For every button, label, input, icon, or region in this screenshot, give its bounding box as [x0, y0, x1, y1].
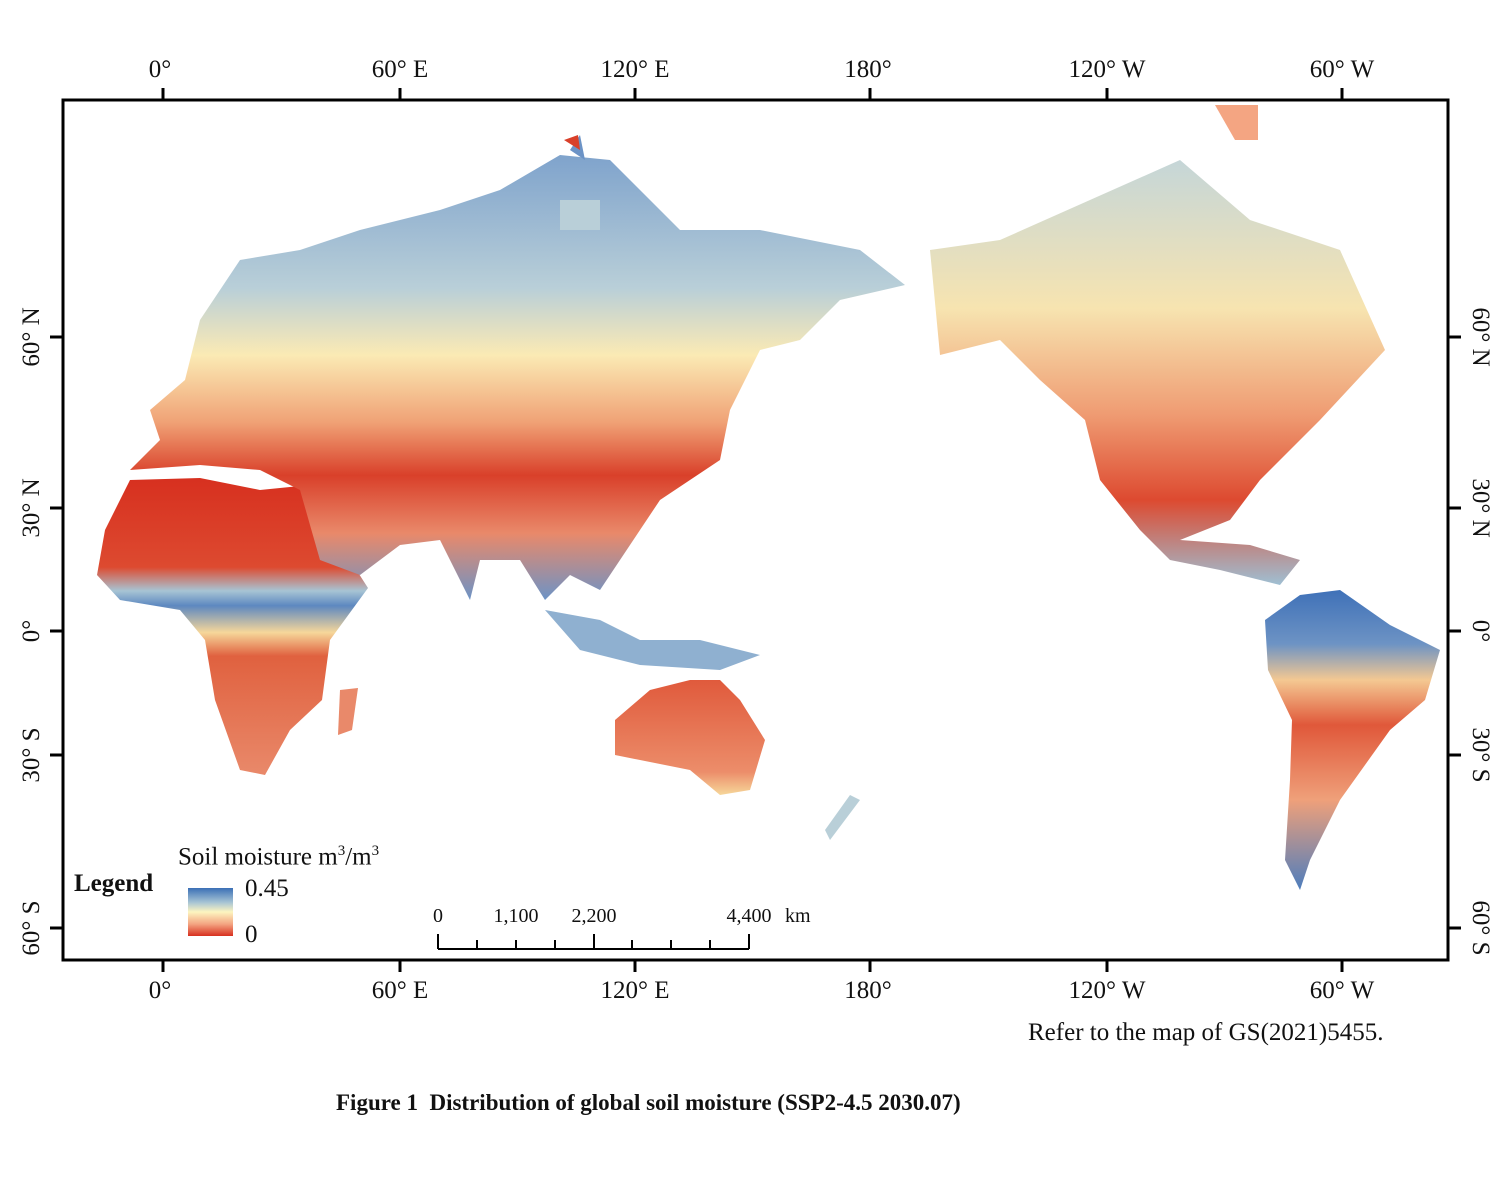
lon-label-top: 180°	[844, 56, 892, 83]
land-africa	[97, 478, 368, 775]
lon-label-bottom: 120° W	[1068, 977, 1146, 1004]
legend-max-label: 0.45	[245, 875, 289, 902]
scale-label: 1,100	[493, 905, 539, 927]
lat-label-left: 30° N	[18, 478, 45, 538]
lon-label-bottom: 180°	[844, 977, 892, 1004]
lat-label-left: 60° N	[18, 307, 45, 367]
legend-unit-sup: 3	[371, 843, 380, 859]
land-north-america	[930, 105, 1385, 585]
map-frame	[61, 98, 1450, 962]
lat-label-right: 60° S	[1467, 900, 1494, 956]
lat-label-right: 60° N	[1467, 307, 1494, 367]
legend-unit: /m	[345, 843, 372, 871]
lon-label-top: 120° E	[600, 56, 670, 83]
lat-label-left: 60° S	[18, 900, 45, 956]
scale-label: 2,200	[571, 905, 617, 927]
figure-caption: Figure 1 Distribution of global soil moi…	[336, 1090, 961, 1115]
legend-variable-text: Soil moisture m	[178, 843, 338, 871]
legend-unit-sup: 3	[337, 843, 346, 859]
lon-label-top: 60° W	[1309, 56, 1375, 83]
lon-label-top: 120° W	[1068, 56, 1146, 83]
land-southeast-asia	[545, 610, 760, 670]
lon-label-top: 0°	[148, 56, 172, 83]
scale-unit: km	[785, 905, 811, 927]
lat-label-left: 0°	[18, 619, 45, 643]
lon-label-bottom: 120° E	[600, 977, 670, 1004]
lon-label-bottom: 60° E	[371, 977, 429, 1004]
lon-label-bottom: 0°	[148, 977, 172, 1004]
scale-bar	[437, 934, 750, 950]
lat-label-left: 30° S	[18, 727, 45, 783]
legend-title: Legend	[74, 870, 154, 897]
land-south-america	[1265, 590, 1440, 890]
legend-min-label: 0	[245, 921, 258, 948]
scale-label: 4,400	[726, 905, 772, 927]
map-source-note: Refer to the map of GS(2021)5455.	[1028, 1019, 1384, 1046]
land-eurasia	[130, 135, 905, 600]
legend-colorbar	[188, 888, 233, 936]
legend-variable: Soil moisture m3/m3	[178, 843, 379, 871]
scale-label: 0	[433, 905, 443, 927]
lat-label-right: 30° S	[1467, 727, 1494, 783]
lat-label-right: 0°	[1467, 619, 1494, 643]
land-australia	[615, 680, 860, 840]
frame-ticks	[50, 88, 1461, 972]
lat-label-right: 30° N	[1467, 478, 1494, 538]
lon-label-bottom: 60° W	[1309, 977, 1375, 1004]
lon-label-top: 60° E	[371, 56, 429, 83]
